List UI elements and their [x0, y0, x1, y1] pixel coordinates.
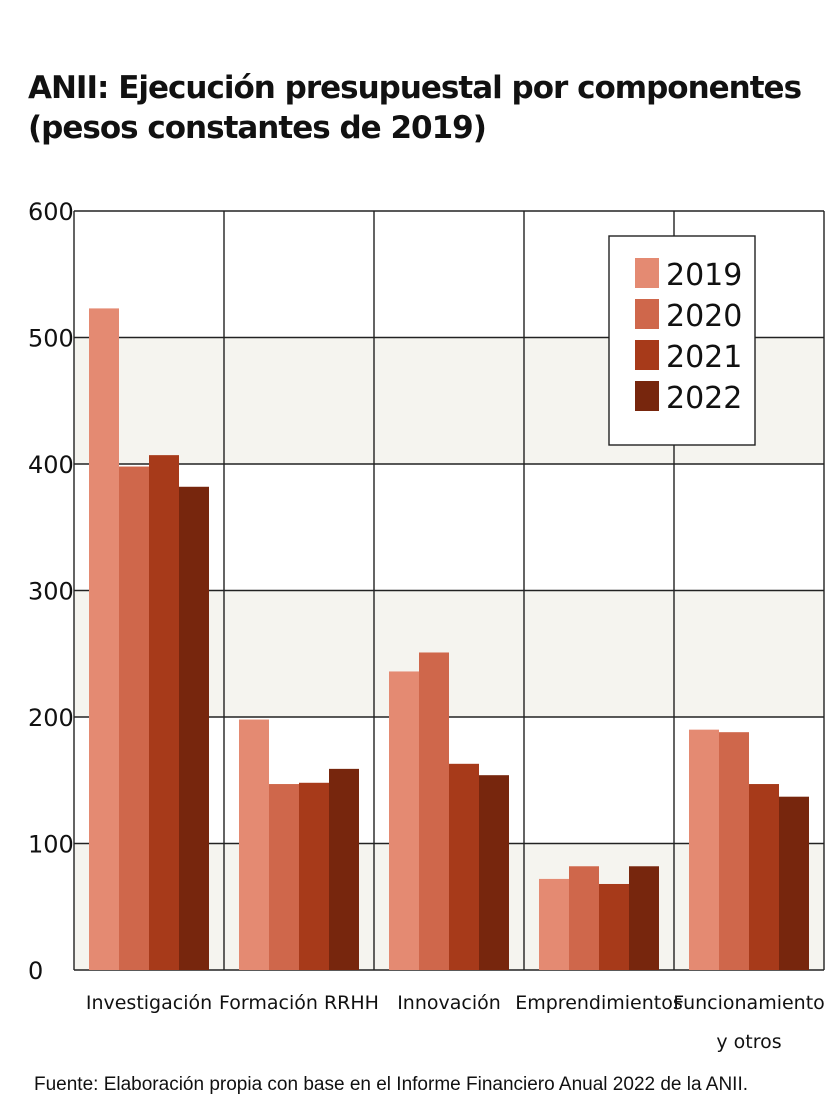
x-category-label: Funcionamiento [673, 992, 825, 1014]
bar [719, 732, 749, 970]
bar [689, 729, 719, 970]
bar [539, 878, 569, 970]
bar [569, 866, 599, 970]
legend: 2019 2020 2021 2022 [608, 235, 756, 446]
y-tick-label: 200 [28, 704, 74, 732]
bar [149, 455, 179, 970]
bar [119, 466, 149, 970]
y-tick-label: 100 [28, 831, 74, 859]
chart-title-line-1: ANII: Ejecución presupuestal por compone… [28, 70, 802, 106]
legend-swatch [635, 340, 659, 370]
legend-box [608, 235, 756, 446]
bar [179, 486, 209, 970]
x-category-label: y otros [716, 1031, 781, 1053]
bar [629, 866, 659, 970]
x-category-label: Innovación [397, 992, 501, 1014]
bar [479, 775, 509, 970]
bar [329, 768, 359, 970]
source-note: Fuente: Elaboración propia con base en e… [34, 1074, 749, 1095]
chart-title-line-2: (pesos constantes de 2019) [28, 110, 487, 146]
legend-swatch [635, 299, 659, 329]
legend-swatch [635, 258, 659, 288]
bar [89, 308, 119, 970]
y-tick-label: 600 [28, 198, 74, 226]
legend-label: 2020 [666, 299, 742, 334]
bar [299, 782, 329, 970]
legend-label: 2019 [666, 258, 742, 293]
x-category-label: Investigación [86, 992, 212, 1014]
x-category-label: Emprendimientos [515, 992, 683, 1014]
bar [749, 784, 779, 970]
bar [389, 671, 419, 970]
x-category-label: Formación RRHH [219, 992, 379, 1014]
legend-swatch [635, 381, 659, 411]
chart-title: ANII: Ejecución presupuestal por compone… [28, 68, 828, 148]
bar [449, 763, 479, 970]
bar [269, 784, 299, 970]
y-tick-label: 400 [28, 451, 74, 479]
bar [779, 796, 809, 970]
y-tick-label: 300 [28, 578, 74, 606]
legend-label: 2022 [666, 381, 742, 416]
bar [419, 652, 449, 970]
y-tick-label: 0 [28, 957, 43, 985]
bar [239, 719, 269, 970]
y-tick-label: 500 [28, 325, 74, 353]
bar [599, 883, 629, 970]
legend-label: 2021 [666, 340, 742, 375]
